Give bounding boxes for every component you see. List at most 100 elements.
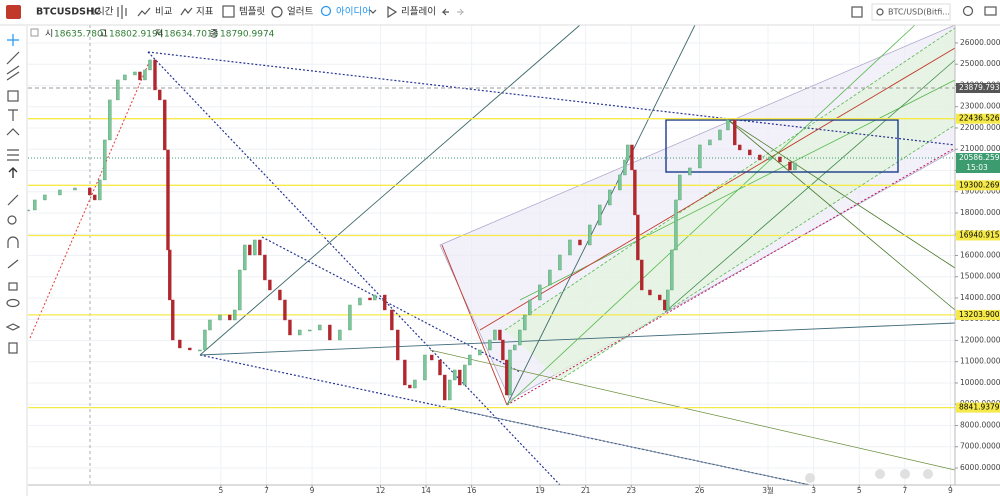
- x-tick-label: 5: [218, 486, 223, 495]
- layers-tool[interactable]: [5, 323, 21, 331]
- price-label-bg: [956, 152, 1000, 163]
- event-marker[interactable]: [900, 469, 910, 479]
- candle: [648, 289, 652, 296]
- candle: [383, 294, 387, 311]
- dropdown-icon[interactable]: [369, 9, 377, 14]
- undo-button[interactable]: [441, 8, 449, 16]
- candle: [148, 59, 152, 71]
- candle: [203, 329, 207, 351]
- candle: [408, 384, 412, 389]
- x-tick-label: 9: [310, 486, 315, 495]
- trendline-tool[interactable]: [6, 51, 20, 65]
- candle: [658, 294, 662, 301]
- visibility-tool[interactable]: [6, 298, 20, 308]
- candle: [678, 174, 682, 201]
- toolbar-button[interactable]: 리플레이: [401, 7, 436, 18]
- chart-type-icon[interactable]: [117, 5, 127, 19]
- toolbar-button[interactable]: 템플릿: [239, 6, 265, 18]
- event-marker[interactable]: [805, 473, 815, 483]
- x-tick-label: 3: [811, 486, 816, 495]
- draw-mode-tool[interactable]: [7, 259, 19, 269]
- candle: [636, 214, 640, 261]
- price-label-bg: [956, 180, 1000, 191]
- idea-icon: [320, 5, 332, 17]
- price-label: 19300.2695: [959, 180, 1000, 189]
- price-label-bg: [956, 83, 1000, 94]
- toolbar-button[interactable]: 지표: [196, 7, 214, 18]
- x-tick-label: 14: [421, 486, 431, 495]
- candle: [218, 314, 222, 321]
- symbol-search[interactable]: [871, 3, 951, 21]
- candle: [438, 359, 442, 376]
- symbol[interactable]: BTCUSDSHC: [36, 7, 101, 18]
- candle: [253, 239, 257, 256]
- toolbar-button[interactable]: 아이디어: [336, 7, 371, 18]
- redo-button[interactable]: [457, 8, 465, 16]
- interval[interactable]: 1시간: [90, 7, 114, 18]
- snapshot-button[interactable]: [984, 6, 997, 16]
- cursor-tool[interactable]: [7, 34, 19, 46]
- fan-line: [664, 59, 956, 313]
- y-tick-label: 11000.0000: [960, 357, 1000, 366]
- y-tick-label: 14000.0000: [960, 293, 1000, 302]
- toolbar-button[interactable]: 얼러트: [287, 7, 313, 18]
- candle: [670, 249, 674, 291]
- trend-line: [29, 59, 151, 339]
- toolbar-button[interactable]: 비교: [155, 7, 173, 18]
- text-tool[interactable]: [8, 109, 18, 121]
- candle: [308, 329, 312, 332]
- candle: [171, 299, 175, 341]
- measure-tool[interactable]: [7, 194, 19, 206]
- candle: [758, 154, 762, 161]
- price-label-bg: [956, 113, 1000, 124]
- candle: [198, 349, 202, 352]
- candle: [708, 139, 712, 146]
- pitchfork-tool[interactable]: [6, 65, 20, 81]
- candle: [348, 304, 352, 331]
- x-tick-label: 26: [695, 486, 705, 495]
- settings-button[interactable]: [962, 5, 974, 17]
- trend-line: [147, 51, 956, 146]
- legend-value: 18635.7801: [54, 30, 108, 40]
- y-tick-label: 8000.0000: [960, 420, 1000, 429]
- arrow-tool[interactable]: [8, 167, 18, 178]
- lock-tool[interactable]: [8, 282, 18, 291]
- fan-line: [727, 119, 956, 311]
- candle: [498, 329, 502, 341]
- price-label-bg: [956, 402, 1000, 413]
- legend-icon: [30, 28, 39, 37]
- candle: [430, 354, 434, 361]
- candle: [748, 149, 752, 156]
- pitchfork-median: [479, 47, 956, 331]
- price-label: 16940.9154: [959, 230, 1000, 239]
- magnet-tool[interactable]: [7, 236, 19, 248]
- candle: [528, 299, 532, 316]
- candle: [103, 139, 107, 181]
- candle: [623, 159, 627, 176]
- x-tick-label: 19: [535, 486, 545, 495]
- y-tick-label: 15000.0000: [960, 272, 1000, 281]
- channel-line: [504, 27, 956, 331]
- delete-tool[interactable]: [8, 342, 18, 354]
- price-label-bg: [956, 309, 1000, 320]
- fib-tool[interactable]: [7, 149, 19, 161]
- y-tick-label: 25000.0000: [960, 59, 1000, 68]
- candle: [168, 249, 172, 301]
- pattern-tool[interactable]: [6, 128, 20, 136]
- fullscreen-button[interactable]: [851, 6, 863, 18]
- y-tick-label: 10000.0000: [960, 378, 1000, 387]
- event-marker[interactable]: [923, 469, 933, 479]
- zoom-tool[interactable]: [7, 215, 17, 225]
- price-label: 8841.9379: [959, 403, 1000, 412]
- candle: [138, 71, 142, 81]
- user-avatar[interactable]: [6, 5, 21, 19]
- y-tick-label: 16000.0000: [960, 250, 1000, 259]
- countdown-bg: [956, 162, 1000, 173]
- event-marker[interactable]: [875, 469, 885, 479]
- price-label: 23879.7937: [959, 83, 1000, 92]
- candle: [608, 189, 612, 206]
- y-tick-label: 26000.0000: [960, 38, 1000, 47]
- shape-tool[interactable]: [7, 90, 19, 102]
- candle: [58, 189, 62, 196]
